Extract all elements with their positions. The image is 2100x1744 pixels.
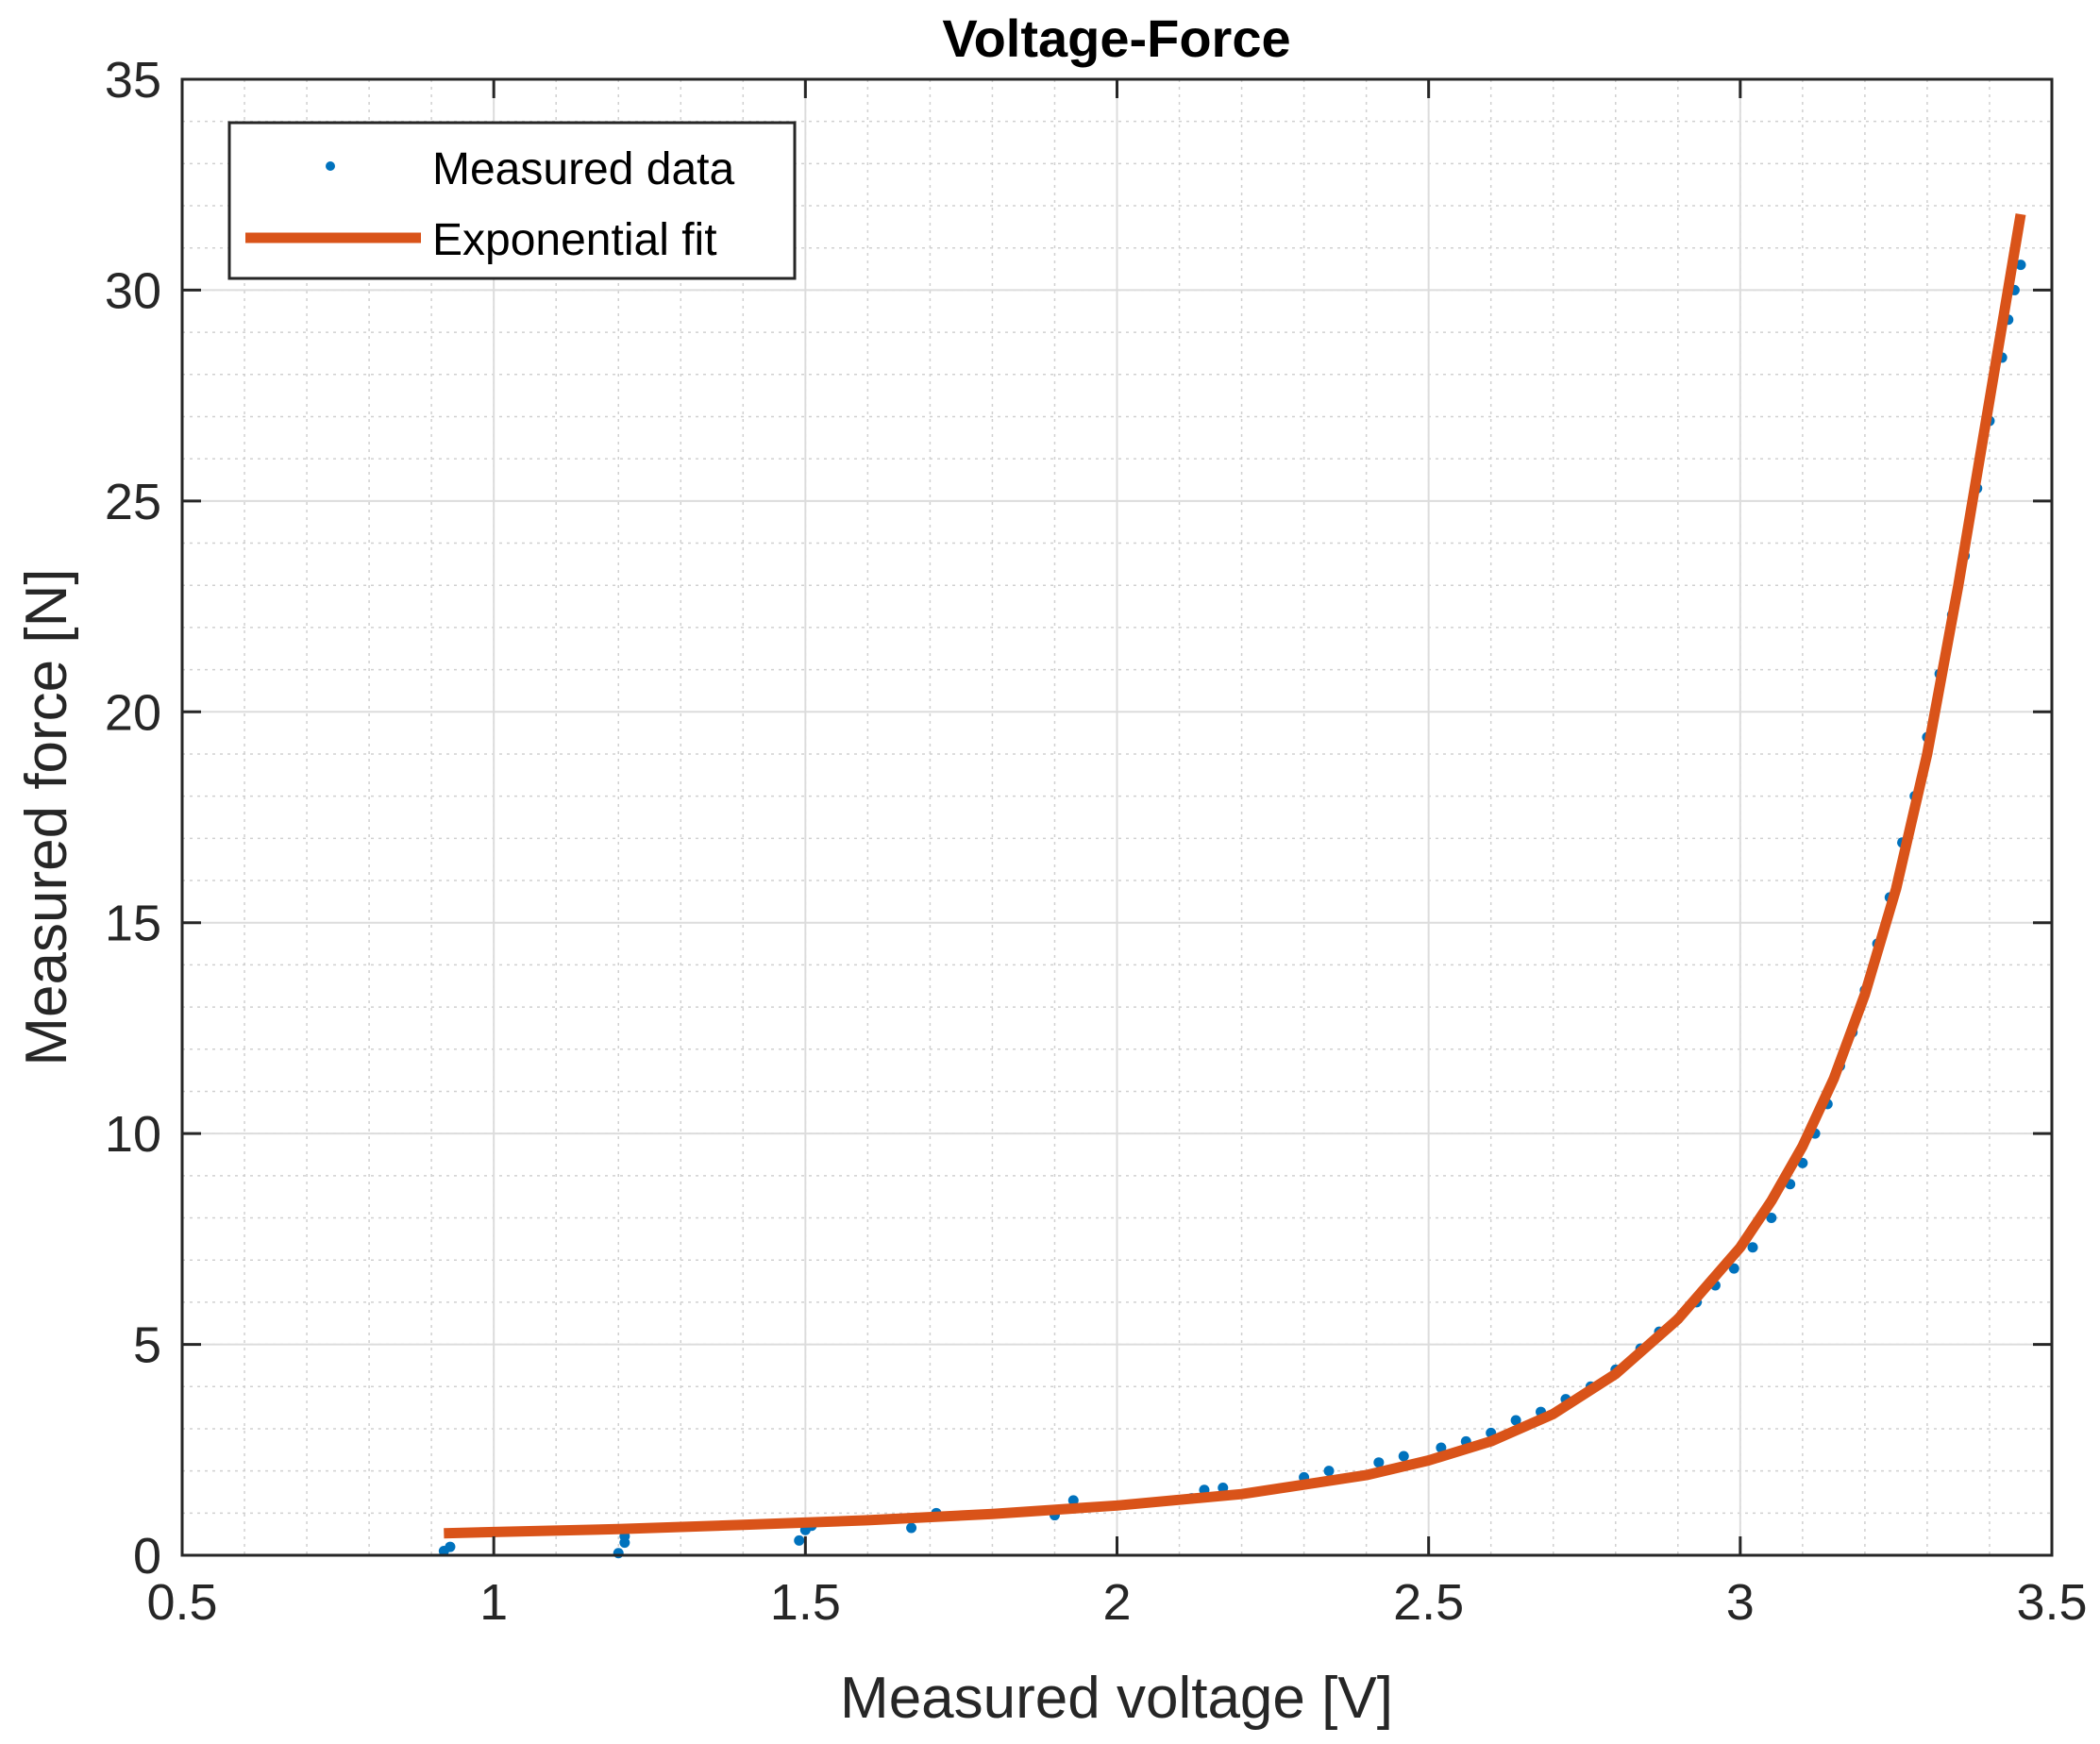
legend: Measured data Exponential fit <box>227 121 797 280</box>
x-tick-label: 2.5 <box>1393 1574 1464 1631</box>
measured-data-point <box>1728 1263 1739 1274</box>
exponential-fit-line <box>444 213 2026 1539</box>
measured-data-point <box>2015 260 2026 271</box>
measured-data-point <box>1747 1242 1758 1253</box>
legend-marker-measured-data <box>326 161 335 171</box>
x-tick-label: 3.5 <box>2016 1574 2087 1631</box>
chart-title: Voltage-Force <box>942 8 1290 68</box>
x-tick-label: 0.5 <box>146 1574 217 1631</box>
x-tick-label: 2 <box>1102 1574 1131 1631</box>
measured-data-point <box>1436 1442 1447 1453</box>
x-axis-label: Measured voltage [V] <box>840 1666 1393 1731</box>
y-tick-label: 5 <box>133 1317 161 1374</box>
y-tick-label: 25 <box>105 474 161 530</box>
measured-data-point <box>613 1548 624 1559</box>
measured-data-point <box>1067 1495 1079 1506</box>
x-tick-label: 1 <box>479 1574 508 1631</box>
x-tick-label: 1.5 <box>770 1574 841 1631</box>
measured-data-point <box>445 1541 456 1552</box>
measured-data-point <box>794 1534 805 1546</box>
axis-ticks: 0.5 1 1.5 2 2.5 3 3.5 0 5 10 15 20 25 30 35 <box>105 52 2088 1631</box>
y-tick-label: 30 <box>105 262 161 319</box>
plot-area <box>438 213 2026 1559</box>
measured-data-point <box>1323 1466 1335 1477</box>
measured-data-point <box>906 1522 917 1534</box>
measured-data-point <box>1373 1457 1385 1468</box>
y-tick-label: 35 <box>105 52 161 109</box>
legend-label-exponential-fit: Exponential fit <box>432 215 717 265</box>
y-tick-label: 20 <box>105 684 161 741</box>
legend-box <box>227 121 797 280</box>
legend-label-measured-data: Measured data <box>432 144 735 194</box>
measured-data-point <box>1766 1213 1777 1224</box>
y-axis-label: Measured force [N] <box>14 568 79 1065</box>
y-tick-label: 15 <box>105 896 161 952</box>
measured-data-point <box>1510 1415 1521 1426</box>
y-tick-label: 0 <box>133 1528 161 1585</box>
x-tick-label: 3 <box>1726 1574 1755 1631</box>
y-tick-label: 10 <box>105 1106 161 1163</box>
measured-data-point <box>1398 1451 1409 1462</box>
